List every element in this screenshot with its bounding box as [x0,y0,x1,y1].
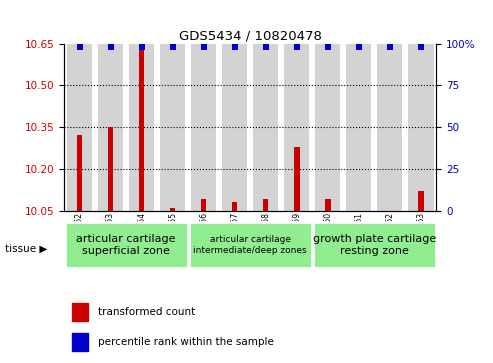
Point [324,44,332,50]
Bar [408,44,433,211]
Bar [346,44,372,211]
Text: growth plate cartilage
resting zone: growth plate cartilage resting zone [313,234,436,256]
Bar [191,44,216,211]
Bar [98,44,123,211]
Bar [71,333,88,351]
Point [169,44,176,50]
Text: transformed count: transformed count [98,307,195,317]
Bar [377,44,402,211]
Bar [67,44,92,211]
Bar [284,44,310,211]
Bar [71,303,88,322]
Bar [189,223,312,268]
Bar [315,44,341,211]
Bar [201,199,207,211]
Bar [263,199,269,211]
Text: articular cartilage
intermediate/deep zones: articular cartilage intermediate/deep zo… [193,235,307,255]
Bar [313,223,436,268]
Bar [253,44,279,211]
Bar [170,208,176,211]
Bar [77,135,82,211]
Bar [129,44,154,211]
Point [417,44,425,50]
Text: percentile rank within the sample: percentile rank within the sample [98,337,274,347]
Text: articular cartilage
superficial zone: articular cartilage superficial zone [76,234,176,256]
Point [386,44,394,50]
Point [262,44,270,50]
Point [75,44,83,50]
Title: GDS5434 / 10820478: GDS5434 / 10820478 [179,29,321,42]
Text: tissue ▶: tissue ▶ [5,244,47,254]
Bar [160,44,185,211]
Bar [294,147,300,211]
Bar [139,44,144,211]
Bar [222,44,247,211]
Bar [108,127,113,211]
Point [231,44,239,50]
Point [355,44,363,50]
Point [138,44,145,50]
Point [200,44,208,50]
Point [106,44,114,50]
Bar [418,191,423,211]
Bar [232,202,238,211]
Point [293,44,301,50]
Bar [65,223,187,268]
Bar [325,199,330,211]
